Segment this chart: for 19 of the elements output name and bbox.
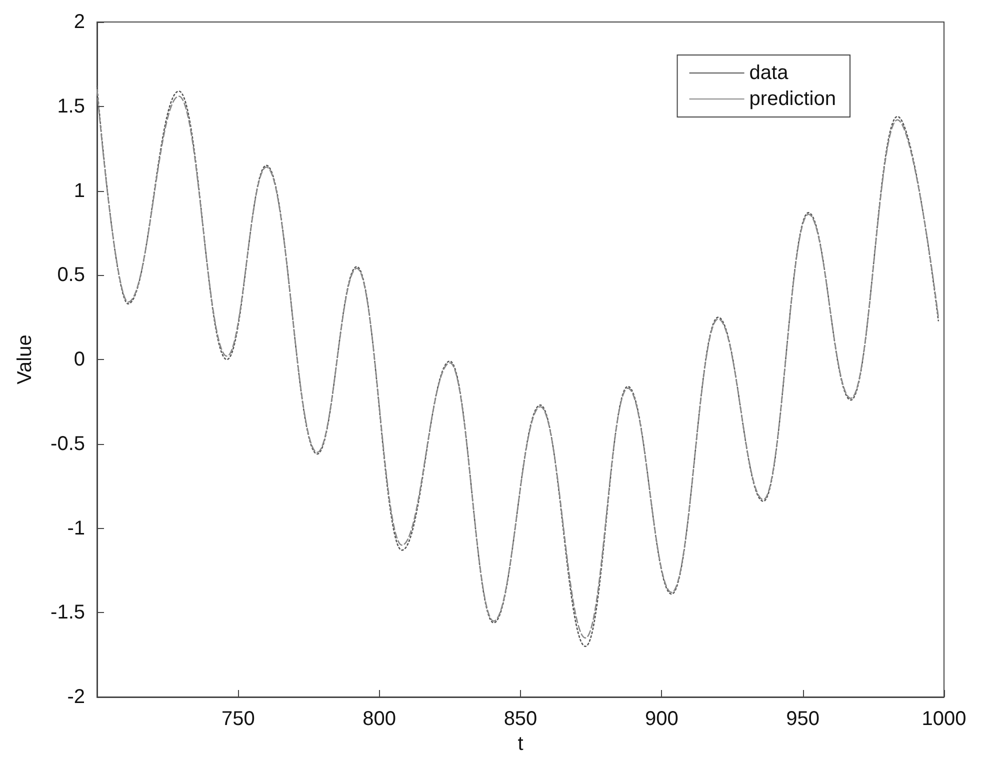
y-tick-label: -0.5: [50, 432, 85, 455]
y-tick-label: 1.5: [57, 95, 85, 118]
x-tick-label: 850: [504, 708, 538, 730]
x-tick-label: 1000: [922, 708, 966, 730]
y-tick-label: -1.5: [50, 602, 85, 624]
legend-label: prediction: [749, 88, 836, 110]
x-tick-label: 800: [362, 708, 396, 730]
y-tick-label: 0.5: [57, 264, 85, 286]
legend-label: data: [749, 62, 790, 84]
x-tick-label: 950: [786, 708, 820, 730]
y-tick-label: 1: [74, 180, 85, 202]
x-tick-label: 900: [644, 708, 678, 730]
x-tick-label: 750: [221, 708, 255, 730]
y-tick-label: 2: [74, 11, 85, 33]
y-axis-title: Value: [14, 334, 36, 384]
y-tick-label: 0: [74, 348, 85, 370]
x-axis-title: t: [518, 732, 524, 755]
y-tick-label: -1: [67, 517, 85, 540]
y-tick-label: -2: [67, 686, 85, 708]
